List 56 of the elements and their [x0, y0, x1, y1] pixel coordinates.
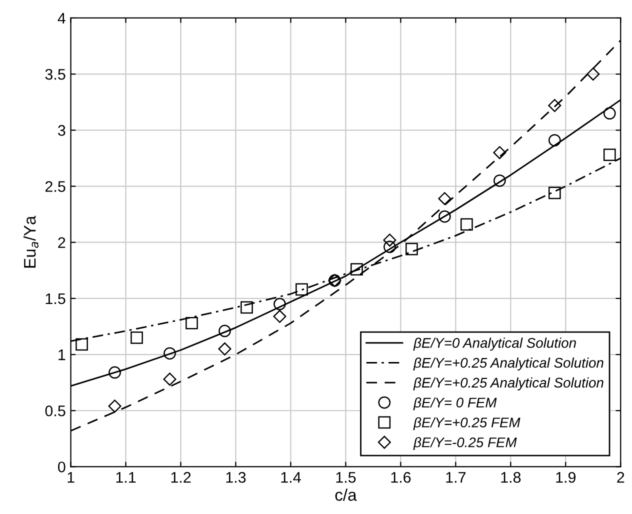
x-tick-label: 2	[617, 472, 624, 483]
point	[548, 98, 562, 112]
x-axis-title: c/a	[335, 488, 357, 501]
point	[586, 68, 600, 81]
x-tick-label: 1.7	[446, 472, 466, 483]
y-tick-label: 3.5	[45, 68, 66, 80]
y-tick-label: 3	[58, 125, 66, 136]
y-axis-title: Eu$_{a}$/Ya	[24, 216, 38, 268]
point	[108, 400, 122, 413]
y-tick-label: 0	[58, 462, 66, 472]
x-tick-label: 1.5	[336, 472, 356, 483]
point	[438, 192, 452, 206]
point	[603, 148, 616, 162]
point	[384, 240, 396, 254]
legend-label: βE/Y=-0.25 FEM	[413, 437, 517, 450]
point	[548, 186, 561, 200]
x-tick-label: 1	[68, 472, 74, 483]
point	[406, 242, 418, 256]
x-tick-label: 1.6	[391, 472, 411, 483]
y-tick-label: 2	[58, 237, 66, 248]
legend-label: βE/Y= 0 FEM	[413, 397, 497, 410]
x-tick-label: 1.9	[556, 472, 576, 483]
point	[438, 210, 451, 223]
point	[603, 107, 616, 120]
x-tick-label: 1.8	[501, 472, 521, 483]
legend-label: βE/Y=+0.25 Analytical Solution	[413, 358, 604, 370]
point	[164, 347, 176, 360]
point	[350, 263, 363, 276]
legend-label: βE/Y=+0.25 FEM	[413, 417, 520, 430]
x-tick-label: 1.2	[171, 472, 191, 483]
point	[493, 174, 506, 187]
point	[460, 218, 473, 231]
x-tick-label: 1.3	[226, 472, 246, 483]
point	[240, 301, 253, 314]
x-tick-label: 1.4	[281, 472, 301, 483]
y-tick-label: 2.5	[45, 181, 66, 192]
point	[76, 338, 88, 351]
legend-label: βE/Y=0 Analytical Solution	[413, 338, 576, 351]
point	[186, 316, 198, 330]
point	[296, 283, 308, 296]
point	[218, 324, 231, 338]
point	[163, 372, 176, 386]
y-tick-label: 1	[58, 350, 66, 360]
y-tick-label: 4	[58, 13, 66, 24]
y-tick-label: 0.5	[45, 405, 66, 416]
point	[130, 332, 143, 344]
legend-label: βE/Y=+0.25 Analytical Solution	[413, 377, 604, 390]
point	[383, 234, 396, 247]
point	[493, 146, 506, 160]
y-tick-label: 1.5	[46, 293, 66, 304]
x-tick-label: 1.1	[116, 472, 136, 483]
point	[273, 310, 286, 323]
point	[274, 298, 286, 310]
point	[108, 366, 121, 379]
point	[548, 134, 561, 146]
point	[218, 342, 232, 356]
